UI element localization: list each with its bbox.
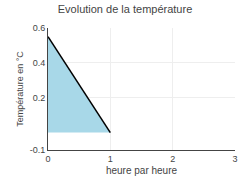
svg-text:0.2: 0.2 bbox=[33, 93, 46, 103]
svg-text:0: 0 bbox=[45, 154, 50, 164]
svg-text:0.4: 0.4 bbox=[33, 58, 46, 68]
svg-text:Température en °C: Température en °C bbox=[15, 51, 25, 127]
svg-text:Evolution de la température: Evolution de la température bbox=[58, 3, 193, 15]
svg-text:3: 3 bbox=[232, 154, 237, 164]
svg-text:-0.1: -0.1 bbox=[30, 145, 46, 155]
svg-text:0.6: 0.6 bbox=[33, 23, 46, 33]
svg-text:1: 1 bbox=[108, 154, 113, 164]
svg-text:2: 2 bbox=[170, 154, 175, 164]
svg-text:heure par heure: heure par heure bbox=[106, 165, 178, 176]
